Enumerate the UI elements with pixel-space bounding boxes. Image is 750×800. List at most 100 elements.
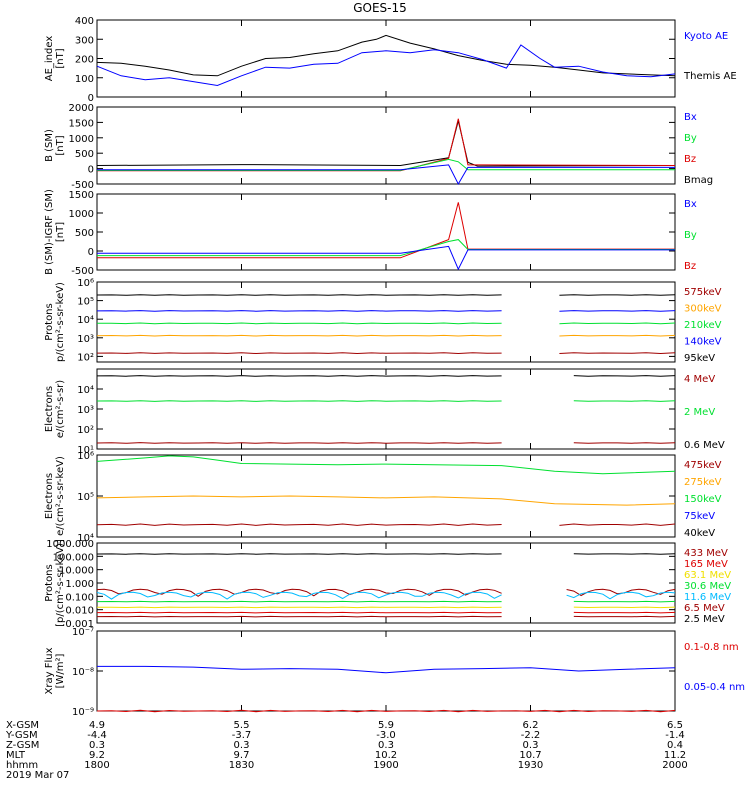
ephemeris-value: 5.5: [234, 720, 250, 731]
series-line: [97, 665, 676, 674]
ephemeris-value: 0.3: [89, 740, 105, 751]
legend-entry: By: [684, 230, 697, 241]
ephemeris-footer: X-GSM 4.9 5.5 5.9 6.2 6.5 Y-GSM -4.4 -3.7 -3.0 -2.…: [5, 720, 688, 781]
y-tick-label: 10⁵: [77, 297, 94, 308]
series-line: [96, 606, 502, 609]
panel-frame: [96, 368, 676, 450]
y-axis-label: [nT]: [55, 222, 66, 242]
legend-entry: 475keV: [684, 460, 722, 471]
ephemeris-value: 2000: [662, 760, 687, 771]
ephemeris-value: 6.2: [523, 720, 539, 731]
y-tick-label: 1500: [69, 118, 94, 129]
legend-entry: Bx: [684, 199, 697, 210]
ephemeris-label: Y-GSM: [5, 730, 38, 741]
panel-frame: [96, 193, 676, 271]
y-tick-label: -500: [71, 180, 94, 191]
legend-entry: 575keV: [684, 287, 722, 298]
series-line: [96, 310, 502, 312]
y-tick-label: 10⁴: [77, 315, 94, 326]
y-tick-label: -500: [71, 266, 94, 277]
y-axis-label: e/(cm²-s-sr-keV): [55, 456, 66, 536]
y-axis-label: [W/m²]: [55, 653, 66, 688]
series-line: [566, 591, 676, 600]
legend-entry: 0.6 MeV: [684, 440, 725, 451]
ephemeris-value: -3.0: [376, 730, 396, 741]
ephemeris-label: X-GSM: [6, 720, 39, 731]
y-tick-label: 1500: [69, 190, 94, 201]
series-line: [573, 600, 676, 603]
y-tick-label: 1000: [69, 134, 94, 145]
y-tick-label: 10.000: [59, 566, 94, 577]
series-line: [96, 294, 502, 296]
y-tick-label: 10⁶: [77, 278, 94, 289]
ephemeris-value: 9.7: [234, 750, 250, 761]
y-axis-label: Protons: [44, 303, 55, 340]
legend-entry: 2 MeV: [684, 407, 715, 418]
legend-entry: 165 MeV: [684, 559, 728, 570]
ephemeris-value: 10.2: [375, 750, 397, 761]
y-tick-label: 0: [88, 165, 94, 176]
legend-entry: Kyoto AE: [684, 31, 728, 42]
legend-entry: By: [684, 133, 697, 144]
ephemeris-value: -4.4: [87, 730, 107, 741]
ephemeris-value: 0.3: [234, 740, 250, 751]
y-axis-label: e/(cm²-s-sr): [55, 380, 66, 438]
ephemeris-value: 1800: [84, 760, 109, 771]
panel-bigrf: -500 0 500 1000 1500 B (SM)-IGRF (SM) [nT] Bx By…: [44, 189, 697, 277]
legend-entry: 2.5 MeV: [684, 614, 725, 625]
panel-protons_mev: 0.001 0.010 0.100 1.000 10.000 100.000 1000.00…: [44, 539, 731, 630]
panel-frame: [96, 19, 676, 98]
y-axis-label: B (SM)-IGRF (SM): [44, 189, 55, 275]
series-line: [96, 442, 502, 444]
series-line: [559, 322, 676, 325]
series-line: [96, 352, 502, 355]
series-line: [559, 294, 676, 296]
legend-entry: 11.6 MeV: [684, 592, 731, 603]
ephemeris-value: 4.9: [89, 720, 105, 731]
y-axis-label: [nT]: [55, 48, 66, 68]
y-tick-label: 1.000: [65, 579, 94, 590]
series-line: [559, 523, 676, 526]
y-tick-label: 10⁵: [77, 492, 94, 503]
legend-entry: 95keV: [684, 353, 715, 364]
ephemeris-label: MLT: [6, 750, 26, 761]
series-line: [97, 164, 675, 186]
series-line: [97, 158, 675, 171]
y-tick-label: 10⁻⁹: [72, 707, 94, 718]
y-axis-label: p/(cm²-s-sr-keV): [55, 282, 66, 362]
series-line: [96, 34, 676, 77]
series-line: [96, 495, 676, 506]
series-line: [96, 600, 502, 603]
y-tick-label: 0.100: [65, 592, 94, 603]
ephemeris-value: 0.4: [667, 740, 683, 751]
panel-frame: [96, 542, 676, 624]
panel-bsm: -500 0 500 1000 1500 2000 B (SM) [nT] Bx By Bz Bmag: [44, 103, 713, 191]
ephemeris-value: 0.3: [378, 740, 394, 751]
figure-title: GOES-15: [353, 1, 407, 15]
series-line: [96, 400, 502, 402]
y-tick-label: 10³: [77, 405, 94, 416]
ephemeris-value: 1830: [229, 760, 254, 771]
legend-entry: 63.1 MeV: [684, 570, 731, 581]
series-line: [96, 455, 676, 475]
legend-entry: Bz: [684, 154, 696, 165]
y-tick-label: 100.000: [53, 552, 94, 563]
legend-entry: 275keV: [684, 477, 722, 488]
y-tick-label: 300: [75, 35, 94, 46]
panel-frame: [96, 106, 676, 185]
series-line: [96, 523, 502, 526]
y-tick-label: 10²: [77, 352, 94, 363]
series-line: [559, 352, 676, 355]
y-tick-label: 10³: [77, 334, 94, 345]
series-line: [559, 310, 676, 312]
legend-entry: 4 MeV: [684, 374, 715, 385]
legend-entry: 300keV: [684, 304, 722, 315]
y-tick-label: 0: [88, 93, 94, 104]
legend-entry: 140keV: [684, 337, 722, 348]
y-tick-label: 0.001: [65, 619, 94, 630]
legend-entry: Bz: [684, 261, 696, 272]
legend-entry: 210keV: [684, 320, 722, 331]
y-tick-label: 10⁶: [77, 451, 94, 462]
y-axis-label: Xray Flux: [44, 647, 55, 694]
